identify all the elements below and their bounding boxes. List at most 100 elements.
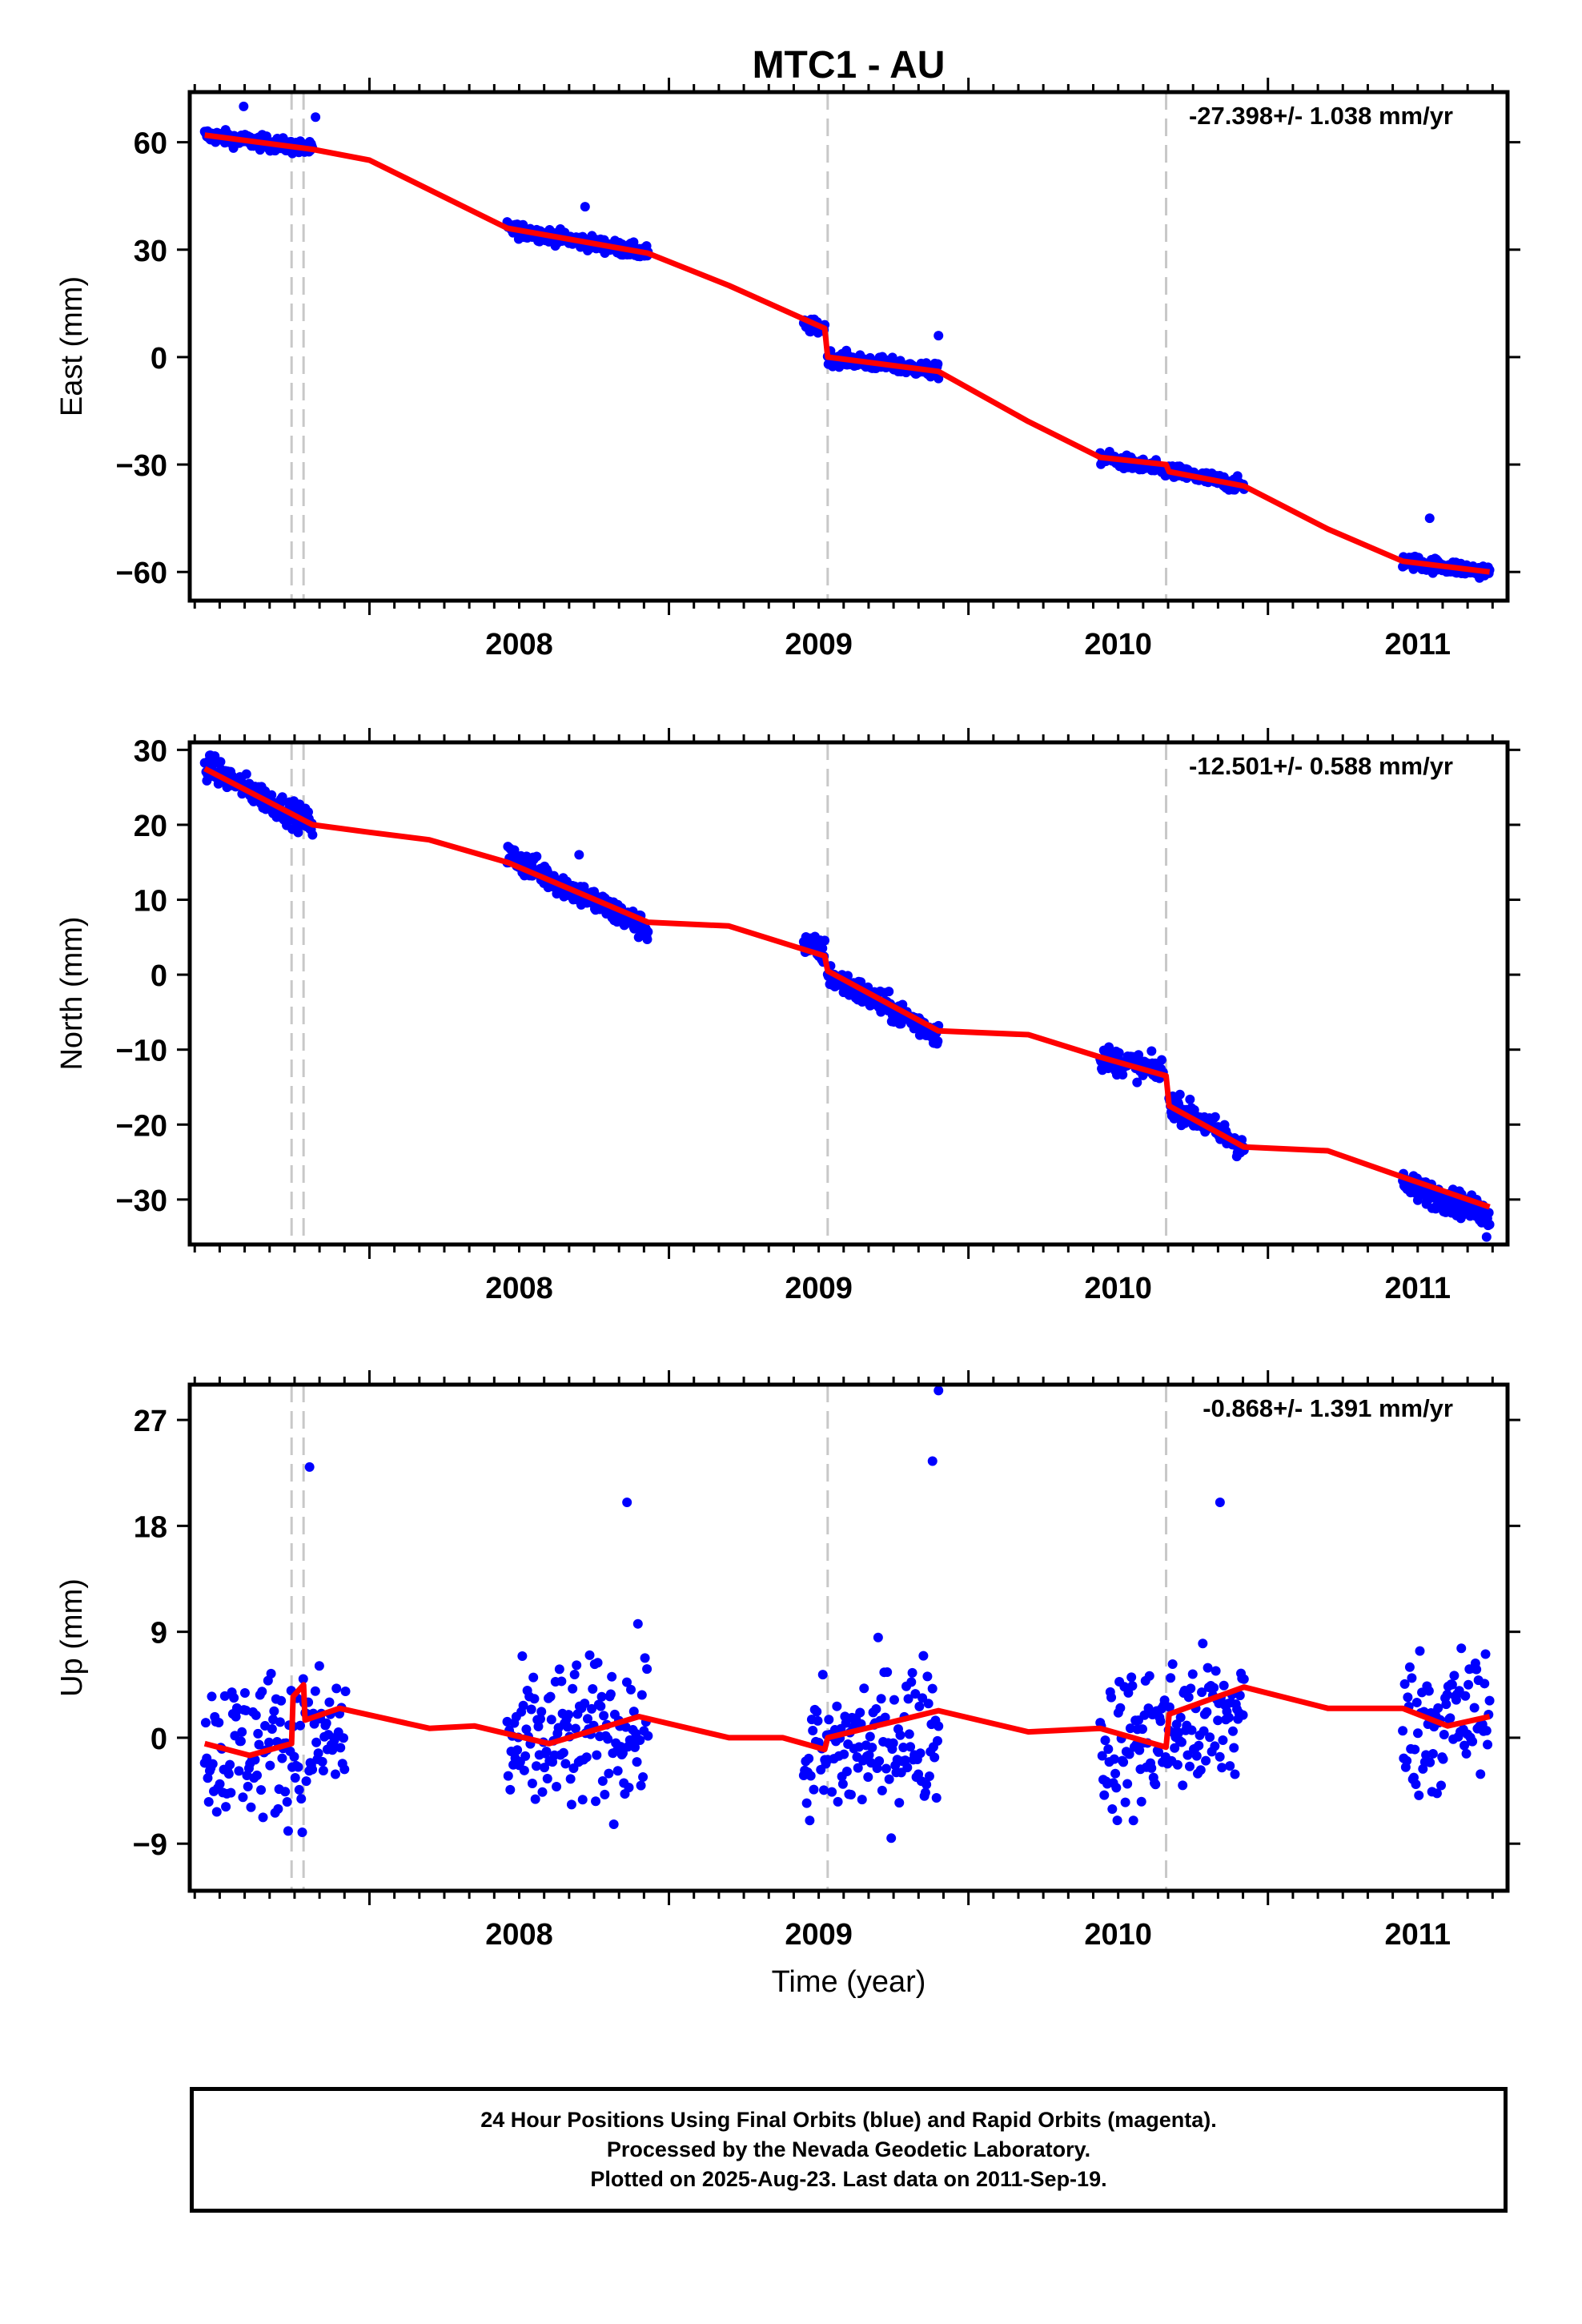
data-point bbox=[632, 1618, 643, 1629]
data-point bbox=[1461, 1748, 1472, 1759]
data-point bbox=[827, 1787, 837, 1797]
y-tick-label: 30 bbox=[134, 235, 167, 268]
data-point bbox=[225, 1759, 235, 1770]
data-point bbox=[503, 1771, 513, 1781]
data-point bbox=[882, 1667, 893, 1678]
data-point bbox=[1439, 1729, 1449, 1739]
data-point bbox=[219, 1691, 230, 1701]
scatter-points bbox=[199, 1385, 1495, 1844]
data-point bbox=[1476, 1769, 1486, 1779]
data-point bbox=[588, 1684, 598, 1695]
data-point bbox=[934, 1385, 944, 1396]
data-point bbox=[886, 1833, 897, 1844]
data-point bbox=[1218, 1735, 1228, 1746]
data-point bbox=[596, 1701, 606, 1711]
rate-annotation: -0.868+/- 1.391 mm/yr bbox=[1203, 1394, 1453, 1422]
data-point bbox=[604, 1768, 614, 1779]
data-point bbox=[805, 1771, 816, 1781]
data-point bbox=[1217, 1763, 1227, 1773]
data-point bbox=[820, 935, 830, 946]
data-point bbox=[1414, 1790, 1424, 1800]
y-axis-label: East (mm) bbox=[55, 276, 89, 416]
y-axis-label: North (mm) bbox=[55, 916, 89, 1070]
data-point bbox=[238, 1792, 248, 1803]
data-point bbox=[574, 850, 584, 860]
data-point bbox=[1223, 1712, 1234, 1723]
data-point bbox=[804, 1753, 814, 1763]
data-point bbox=[592, 1750, 602, 1760]
data-point bbox=[1483, 1739, 1493, 1750]
data-point bbox=[1184, 1761, 1195, 1771]
data-point bbox=[626, 1684, 636, 1695]
data-point bbox=[1103, 1744, 1114, 1755]
data-point bbox=[1167, 1659, 1178, 1669]
caption-line-2: Processed by the Nevada Geodetic Laborat… bbox=[606, 2137, 1091, 2161]
data-point bbox=[536, 1707, 547, 1717]
data-point bbox=[628, 1707, 639, 1717]
data-point bbox=[1423, 1686, 1434, 1696]
data-point bbox=[904, 1729, 914, 1739]
data-point bbox=[934, 373, 944, 384]
x-tick-label: 2009 bbox=[785, 628, 853, 661]
y-tick-label: 0 bbox=[151, 342, 167, 376]
y-tick-label: 27 bbox=[134, 1405, 167, 1438]
data-point bbox=[310, 1686, 320, 1696]
data-point bbox=[226, 1787, 236, 1798]
data-point bbox=[1109, 1754, 1119, 1764]
data-point bbox=[294, 1784, 304, 1795]
data-point bbox=[1198, 1638, 1208, 1649]
data-point bbox=[1132, 1077, 1142, 1088]
data-point bbox=[1402, 1755, 1412, 1766]
data-point bbox=[839, 1749, 849, 1759]
data-point bbox=[643, 927, 653, 937]
data-point bbox=[1104, 1042, 1114, 1052]
data-point bbox=[845, 1789, 856, 1799]
data-point bbox=[237, 1727, 247, 1737]
data-point bbox=[267, 790, 277, 800]
x-tick-label: 2008 bbox=[485, 628, 553, 661]
data-point bbox=[1150, 1779, 1161, 1790]
data-point bbox=[819, 1785, 829, 1795]
y-tick-label: −9 bbox=[133, 1828, 167, 1862]
data-point bbox=[252, 1770, 263, 1780]
data-point bbox=[1398, 1726, 1408, 1736]
scatter-points bbox=[199, 750, 1495, 1242]
data-point bbox=[1186, 1725, 1197, 1735]
data-point bbox=[1399, 1679, 1410, 1689]
data-point bbox=[202, 1753, 212, 1763]
data-point bbox=[1146, 1763, 1157, 1773]
data-point bbox=[562, 1722, 572, 1732]
data-point bbox=[276, 1695, 287, 1706]
data-point bbox=[930, 1752, 940, 1763]
data-point bbox=[808, 1725, 818, 1735]
y-tick-label: 0 bbox=[151, 959, 167, 993]
data-point bbox=[531, 1761, 541, 1771]
data-point bbox=[1407, 1673, 1417, 1683]
data-point bbox=[889, 1695, 899, 1705]
data-point bbox=[809, 1784, 819, 1795]
data-point bbox=[1126, 1672, 1137, 1683]
data-point bbox=[1191, 1751, 1202, 1761]
data-point bbox=[301, 1776, 311, 1787]
rate-annotation: -27.398+/- 1.038 mm/yr bbox=[1189, 102, 1453, 130]
data-point bbox=[1124, 1749, 1134, 1759]
data-point bbox=[591, 1796, 601, 1807]
data-point bbox=[927, 1683, 938, 1694]
data-point bbox=[277, 792, 287, 802]
data-point bbox=[532, 851, 542, 862]
data-point bbox=[636, 1690, 647, 1700]
data-point bbox=[805, 1815, 815, 1826]
data-point bbox=[1484, 1695, 1495, 1706]
caption-line-1: 24 Hour Positions Using Final Orbits (bl… bbox=[480, 2108, 1217, 2132]
y-tick-label: 30 bbox=[134, 734, 167, 768]
data-point bbox=[579, 882, 589, 892]
data-point bbox=[934, 331, 944, 341]
data-point bbox=[895, 1730, 905, 1740]
data-point bbox=[817, 943, 828, 954]
data-point bbox=[241, 769, 251, 779]
data-point bbox=[622, 1497, 632, 1507]
x-axis-label: Time (year) bbox=[772, 1965, 926, 1999]
data-point bbox=[293, 1762, 303, 1772]
y-tick-label: 0 bbox=[151, 1723, 167, 1756]
